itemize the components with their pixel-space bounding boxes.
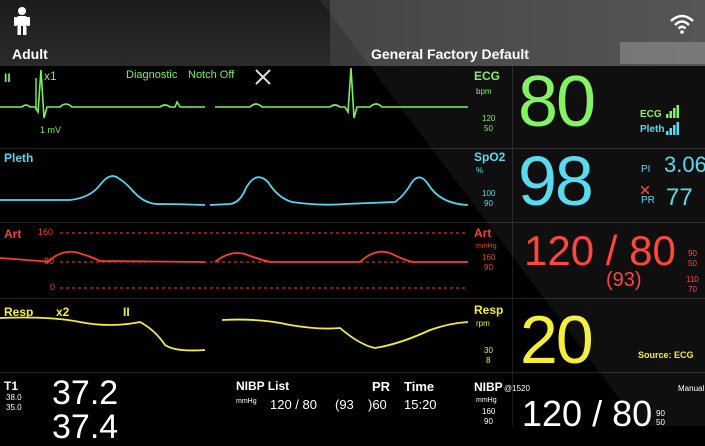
art-waveform xyxy=(0,250,468,263)
resp-limit-lo: 8 xyxy=(486,356,491,365)
nibp-list-pr-value: )60 xyxy=(368,397,387,412)
nibp-value[interactable]: 120 / 80 xyxy=(522,393,653,434)
pr-label: PR xyxy=(641,195,655,206)
resp-waveform xyxy=(0,316,469,352)
nibp-list-title[interactable]: NIBP List xyxy=(236,379,290,393)
pr-value[interactable]: 77 xyxy=(666,184,693,211)
resp-gain[interactable]: x2 xyxy=(56,305,70,319)
signal-quality-icon xyxy=(666,121,680,135)
row-divider xyxy=(0,148,705,149)
temp-label[interactable]: T1 xyxy=(4,379,19,393)
resp-limit-hi: 30 xyxy=(484,346,493,355)
art-scale-80: 80 xyxy=(44,256,55,266)
ecg-notch[interactable]: Notch Off xyxy=(188,69,235,81)
art-limit-dia-lo: 70 xyxy=(688,285,697,294)
temp-limit-lo: 35.0 xyxy=(6,403,22,412)
waveform-area xyxy=(0,67,469,352)
ecg-lead-label[interactable]: II xyxy=(4,71,11,85)
pleth-waveform xyxy=(0,175,469,206)
profile-name[interactable]: General Factory Default xyxy=(371,46,529,62)
row-divider xyxy=(0,298,705,299)
ecg-limit-lo: 50 xyxy=(484,124,493,133)
nibp-limit-b: 90 xyxy=(484,417,493,426)
art-scale-0: 0 xyxy=(50,282,56,292)
art-limit-a: 160 xyxy=(482,253,496,262)
ecg-gain[interactable]: x1 xyxy=(44,69,57,83)
param-panel-divider xyxy=(512,66,513,426)
ecg-filter[interactable]: Diagnostic xyxy=(126,69,178,81)
art-mean-value[interactable]: (93) xyxy=(606,269,642,291)
nibp-list-unit: mmHg xyxy=(236,398,257,405)
adult-person-icon[interactable] xyxy=(12,6,32,36)
nibp-list-pr-header: PR xyxy=(372,379,391,394)
art-unit: mmHg xyxy=(476,243,497,250)
top-bar-stripe xyxy=(620,42,705,64)
resp-unit: rpm xyxy=(476,319,490,328)
nibp-limit-a: 160 xyxy=(482,407,496,416)
resp-param-label[interactable]: Resp xyxy=(474,303,504,317)
nibp-limit-c: 90 xyxy=(656,409,665,418)
spo2-limit-lo: 90 xyxy=(484,199,493,208)
nibp-label[interactable]: NIBP xyxy=(474,380,503,394)
ecg-limit-hi: 120 xyxy=(482,114,496,123)
temp-value[interactable]: 37.2 xyxy=(52,374,119,412)
spo2-param-label[interactable]: SpO2 xyxy=(474,150,506,164)
patient-category[interactable]: Adult xyxy=(12,46,48,62)
resp-lead[interactable]: II xyxy=(123,305,130,319)
art-limit-b: 90 xyxy=(484,263,493,272)
wifi-icon xyxy=(668,12,696,34)
resp-value[interactable]: 20 xyxy=(520,302,594,378)
signal-quality-icon xyxy=(666,104,680,118)
close-icon[interactable] xyxy=(254,68,272,86)
pleth-signal-label: Pleth xyxy=(640,124,665,135)
spo2-unit: % xyxy=(476,166,484,175)
art-label[interactable]: Art xyxy=(4,227,22,241)
art-sys-dia-value[interactable]: 120 / 80 xyxy=(524,227,676,274)
row-divider xyxy=(0,372,705,373)
hr-value[interactable]: 80 xyxy=(518,62,596,142)
ecg-param-label[interactable]: ECG xyxy=(474,69,501,83)
nibp-list-time-value: 15:20 xyxy=(404,397,437,412)
nibp-mode[interactable]: Manual xyxy=(678,384,705,393)
spo2-limit-hi: 100 xyxy=(482,189,496,198)
art-limit-sys-hi: 90 xyxy=(688,249,697,258)
art-limit-sys-lo: 50 xyxy=(688,259,697,268)
nibp-time: @1520 xyxy=(504,384,530,393)
temp-limit-hi: 38.0 xyxy=(6,393,22,402)
art-limit-dia-hi: 110 xyxy=(686,275,699,284)
alarm-off-icon xyxy=(641,186,649,194)
temp-value-2[interactable]: 37.4 xyxy=(52,408,119,446)
resp-label[interactable]: Resp xyxy=(4,305,34,319)
art-param-label[interactable]: Art xyxy=(474,226,492,240)
pi-value[interactable]: 3.06 xyxy=(664,152,705,177)
art-scale-160: 160 xyxy=(38,227,54,237)
nibp-unit: mmHg xyxy=(476,397,497,404)
resp-source: Source: ECG xyxy=(638,350,694,360)
pi-label: PI xyxy=(641,164,651,175)
nibp-list-value: 120 / 80 xyxy=(270,397,317,412)
nibp-list-mean: (93 xyxy=(335,397,354,412)
ecg-calibration-label: 1 mV xyxy=(40,125,62,135)
ecg-waveform xyxy=(0,67,468,119)
row-divider xyxy=(0,222,705,223)
nibp-list-time-header: Time xyxy=(404,379,435,394)
ecg-signal-label: ECG xyxy=(640,109,662,120)
spo2-value[interactable]: 98 xyxy=(518,142,594,220)
ecg-unit: bpm xyxy=(476,87,492,96)
nibp-limit-d: 50 xyxy=(656,418,665,427)
pleth-label[interactable]: Pleth xyxy=(4,151,34,165)
